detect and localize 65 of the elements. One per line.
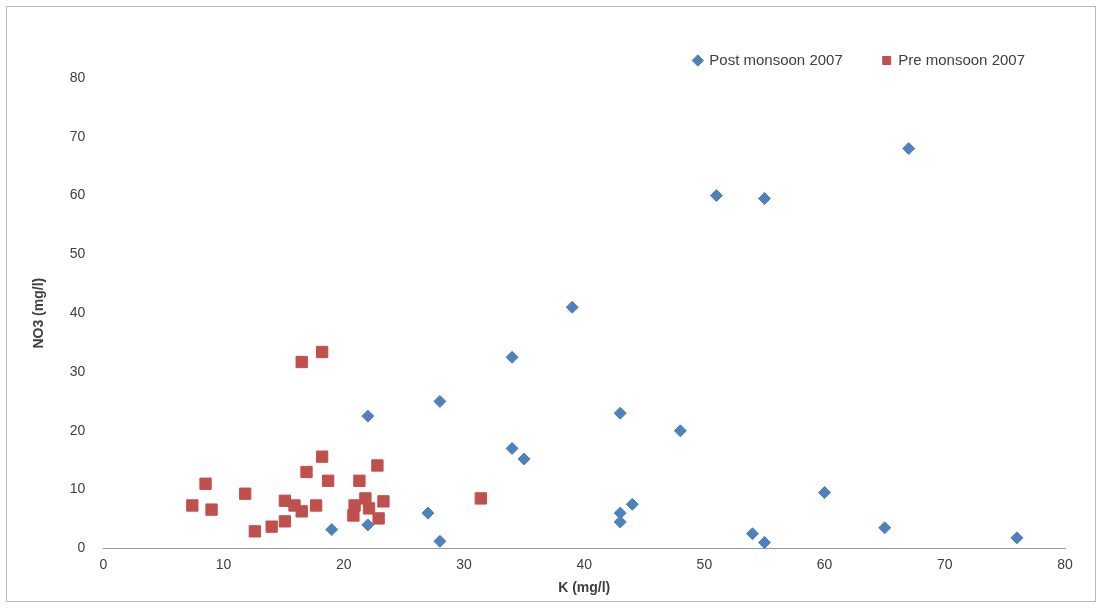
point	[709, 189, 723, 203]
point	[757, 536, 771, 549]
y-tick-label: 30	[69, 362, 86, 379]
x-tick-label: 30	[456, 555, 472, 572]
point	[565, 300, 579, 314]
y-tick-label: 70	[69, 127, 86, 144]
point	[421, 506, 435, 520]
y-tick-label: 50	[69, 245, 86, 262]
x-tick-label: 80	[1057, 555, 1073, 572]
x-tick-label: 20	[335, 555, 352, 572]
point	[199, 477, 212, 490]
y-tick-label: 80	[69, 68, 86, 85]
point	[325, 523, 339, 537]
point	[757, 192, 771, 206]
point	[278, 515, 292, 528]
x-tick-label: 50	[696, 555, 713, 572]
x-tick-label: 60	[816, 555, 833, 572]
point	[878, 521, 892, 535]
point	[474, 492, 487, 505]
point	[517, 452, 531, 466]
point	[315, 345, 329, 359]
y-tick-label: 60	[69, 186, 86, 203]
point	[353, 474, 366, 487]
point	[505, 441, 519, 455]
x-tick-label: 10	[215, 555, 232, 572]
point	[248, 525, 261, 538]
point	[377, 495, 390, 508]
point	[613, 515, 627, 529]
point	[359, 492, 372, 505]
legend-label: Post monsoon 2007	[709, 50, 843, 68]
point	[295, 355, 308, 369]
legend-label: Pre monsoon 2007	[898, 50, 1026, 68]
point	[315, 450, 329, 463]
point	[300, 465, 313, 479]
point	[613, 406, 627, 420]
point	[348, 499, 361, 512]
point	[1010, 531, 1024, 545]
y-tick-label: 0	[77, 539, 86, 556]
point	[361, 518, 375, 532]
point	[745, 527, 759, 541]
point	[818, 486, 832, 500]
point	[322, 474, 335, 487]
point	[625, 497, 639, 511]
y-tick-label: 40	[69, 304, 86, 321]
y-tick-label: 10	[69, 480, 86, 497]
point	[902, 142, 916, 156]
point	[265, 520, 278, 533]
point	[205, 503, 218, 516]
point	[309, 499, 323, 512]
point	[295, 505, 308, 518]
point	[505, 350, 519, 364]
y-axis-title: NO3 (mg/l)	[30, 277, 47, 349]
x-tick-label: 70	[937, 555, 953, 572]
point	[371, 459, 384, 472]
point	[239, 487, 252, 500]
x-axis-title: K (mg/l)	[558, 579, 611, 596]
point	[372, 512, 385, 525]
x-tick-label: 40	[576, 555, 593, 572]
x-tick-label: 0	[99, 555, 108, 572]
point	[433, 394, 447, 408]
point	[186, 499, 199, 512]
point	[673, 424, 687, 438]
point	[433, 534, 447, 548]
point	[361, 409, 375, 423]
y-tick-label: 20	[69, 421, 86, 438]
